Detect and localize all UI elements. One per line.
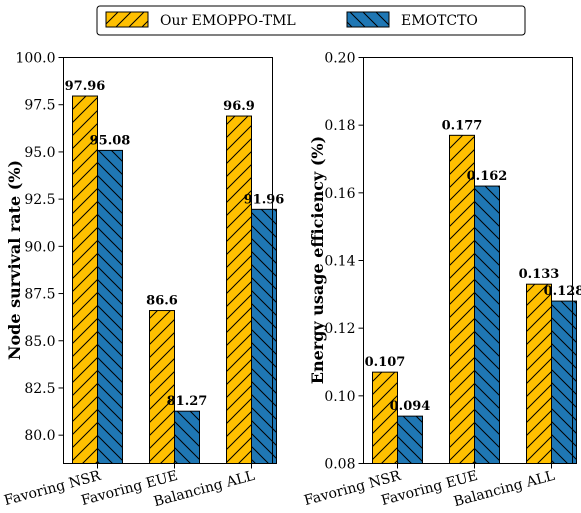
legend-swatch-hatch-emotcto [347,12,389,27]
data-label-our-emoppo-tml-favoring-nsr: 0.107 [365,355,406,370]
legend-item-emoppo-tml: Our EMOPPO-TML [105,11,296,29]
data-label-our-emoppo-tml-favoring-nsr: 97.96 [65,79,106,94]
plot-frame-energy-usage-efficiency [363,57,573,464]
legend: Our EMOPPO-TML EMOTCTO [96,5,526,36]
ytick-label: 0.12 [324,321,355,337]
data-label-emotcto-favoring-eue: 81.27 [167,394,208,409]
bar-emotcto-favoring-nsr-hatch [397,416,423,464]
bar-our-emoppo-tml-favoring-eue-hatch [149,310,175,464]
bar-emotcto-favoring-eue-hatch [174,411,200,464]
ytick-label: 82.5 [24,381,55,397]
ytick-label: 0.20 [324,51,355,67]
bar-our-emoppo-tml-balancing-all-hatch [526,284,552,464]
ytick-label: 100.0 [15,51,55,67]
bars-node-survival-rate: 97.96 95.08 86.6 81.27 96.9 91.96 [65,79,285,465]
legend-label-emoppo-tml: Our EMOPPO-TML [160,13,296,29]
bar-our-emoppo-tml-balancing-all-hatch [226,116,252,464]
ylabel-energy-usage-efficiency: Energy usage efficiency (%) [308,136,327,384]
ytick-label: 0.14 [324,254,355,270]
yticks-energy-usage-efficiency: 0.08 0.10 0.12 0.14 0.16 0.18 0.20 [324,51,364,473]
data-label-emotcto-favoring-eue: 0.162 [467,169,508,184]
data-label-our-emoppo-tml-favoring-eue: 86.6 [146,294,178,309]
ytick-label: 0.16 [324,186,355,202]
data-label-our-emoppo-tml-balancing-all: 0.133 [519,267,560,282]
legend-label-emotcto: EMOTCTO [401,13,478,29]
legend-frame [96,5,526,36]
ytick-label: 90.0 [24,239,55,255]
data-label-our-emoppo-tml-balancing-all: 96.9 [223,99,255,114]
bars-energy-usage-efficiency: 0.107 0.094 0.177 0.162 0.133 0.128 [365,118,581,464]
bar-our-emoppo-tml-favoring-eue-hatch [449,135,475,464]
ytick-label: 0.08 [324,457,355,473]
ytick-label: 80.0 [24,428,55,444]
data-label-emotcto-favoring-nsr: 95.08 [90,133,131,148]
legend-swatch-hatch-emoppo-tml [106,12,148,27]
bar-emotcto-favoring-nsr-hatch [97,150,123,464]
plot-frame-node-survival-rate [63,57,273,464]
ytick-label: 87.5 [24,287,55,303]
ytick-label: 97.5 [24,98,55,114]
ytick-label: 0.10 [324,389,355,405]
bar-our-emoppo-tml-favoring-nsr-hatch [372,372,398,464]
ytick-label: 92.5 [24,192,55,208]
panel-energy-usage-efficiency: Energy usage efficiency (%) 0.1070.0940.… [302,51,581,511]
data-label-emotcto-balancing-all: 91.96 [244,192,285,207]
panel-node-survival-rate: Node survival rate (%) 97.96 95.08 86.6 81.… [2,51,284,511]
data-label-our-emoppo-tml-favoring-eue: 0.177 [442,118,483,133]
legend-item-emotcto: EMOTCTO [346,11,478,29]
ytick-label: 95.0 [24,145,55,161]
yticks-node-survival-rate: 80.0 82.5 85.0 87.5 90.0 92.5 95.0 97.5 100.0 [15,51,64,444]
data-label-emotcto-balancing-all: 0.128 [544,284,581,299]
data-label-emotcto-favoring-nsr: 0.094 [390,399,431,414]
ytick-label: 85.0 [24,334,55,350]
bar-our-emoppo-tml-favoring-nsr-hatch [72,96,98,464]
ylabel-node-survival-rate: Node survival rate (%) [5,160,24,360]
ytick-label: 0.18 [324,118,355,134]
bar-emotcto-favoring-eue-hatch [474,186,500,464]
